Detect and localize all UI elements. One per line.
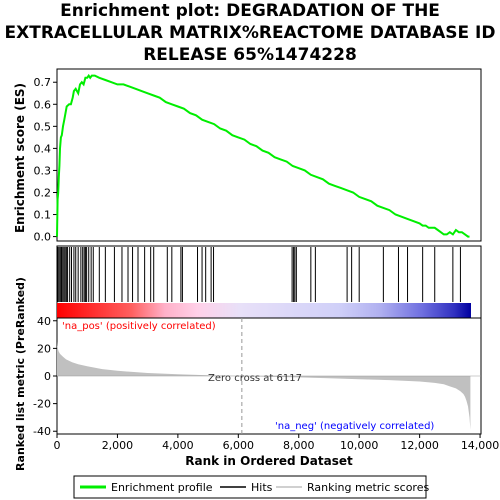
es-y-tick-label: 0.2 <box>34 186 52 199</box>
x-tick-label: 4,000 <box>162 439 194 452</box>
rank-x-axis: 0 2,000 4,000 6,000 8,000 10,000 12,000 14,000 <box>54 434 500 452</box>
x-axis-label: Rank in Ordered Dataset <box>185 454 353 468</box>
es-y-axis-label: Enrichment score (ES) <box>13 83 27 233</box>
x-tick-label: 10,000 <box>340 439 379 452</box>
rank-color-bar <box>57 303 471 318</box>
es-y-tick-label: 0.4 <box>34 142 52 155</box>
title-line-3: RELEASE 65%1474228 <box>143 45 357 65</box>
hits-panel <box>56 245 482 319</box>
rank-y-axis-label: Ranked list metric (PreRanked) <box>14 277 27 471</box>
es-y-tick-label: 0.5 <box>34 120 52 133</box>
es-y-tick-label: 0.0 <box>34 231 52 244</box>
title-line-1: Enrichment plot: DEGRADATION OF THE <box>60 1 440 21</box>
rank-y-axis: -40 -20 0 20 40 <box>33 315 57 438</box>
es-y-tick-label: 0.6 <box>34 98 52 111</box>
ranked-metric-panel: -40 -20 0 20 40 0 2,000 4,000 6,000 8,000 10,000 1… <box>14 277 499 471</box>
es-y-tick-label: 0.3 <box>34 164 52 177</box>
x-tick-label: 0 <box>54 439 61 452</box>
plot-title: Enrichment plot: DEGRADATION OF THE EXTR… <box>0 0 500 66</box>
legend-label-ranking-metric: Ranking metric scores <box>307 481 429 494</box>
rank-y-tick-label: 20 <box>37 342 51 355</box>
x-tick-label: 14,000 <box>461 439 500 452</box>
es-y-tick-label: 0.7 <box>34 76 52 89</box>
legend-box <box>73 475 427 499</box>
positive-correlation-label: 'na_pos' (positively correlated) <box>62 321 216 332</box>
x-tick-label: 8,000 <box>283 439 315 452</box>
es-y-tick-label: 0.1 <box>34 209 52 222</box>
legend-label-enrichment-profile: Enrichment profile <box>111 481 213 494</box>
x-tick-label: 12,000 <box>400 439 439 452</box>
zero-cross-label: Zero cross at 6117 <box>208 373 302 384</box>
legend: Enrichment profile Hits Ranking metric s… <box>73 475 429 499</box>
rank-y-tick-label: -20 <box>33 398 51 411</box>
rank-y-tick-label: 0 <box>44 370 51 383</box>
rank-y-tick-label: -40 <box>33 425 51 438</box>
title-line-2: EXTRACELLULAR MATRIX%REACTOME DATABASE I… <box>4 23 496 43</box>
es-y-axis: 0.0 0.1 0.2 0.3 0.4 0.5 0.6 0.7 <box>34 76 57 244</box>
es-plot-frame <box>56 68 482 242</box>
legend-label-hits: Hits <box>251 481 273 494</box>
enrichment-profile-line <box>56 73 470 238</box>
x-tick-label: 6,000 <box>223 439 255 452</box>
negative-correlation-label: 'na_neg' (negatively correlated) <box>275 421 434 432</box>
hit-markers <box>57 247 461 302</box>
x-tick-label: 2,000 <box>102 439 134 452</box>
rank-y-tick-label: 40 <box>37 315 51 328</box>
enrichment-score-panel: 0.0 0.1 0.2 0.3 0.4 0.5 0.6 0.7 Enrichment scor… <box>13 68 482 244</box>
